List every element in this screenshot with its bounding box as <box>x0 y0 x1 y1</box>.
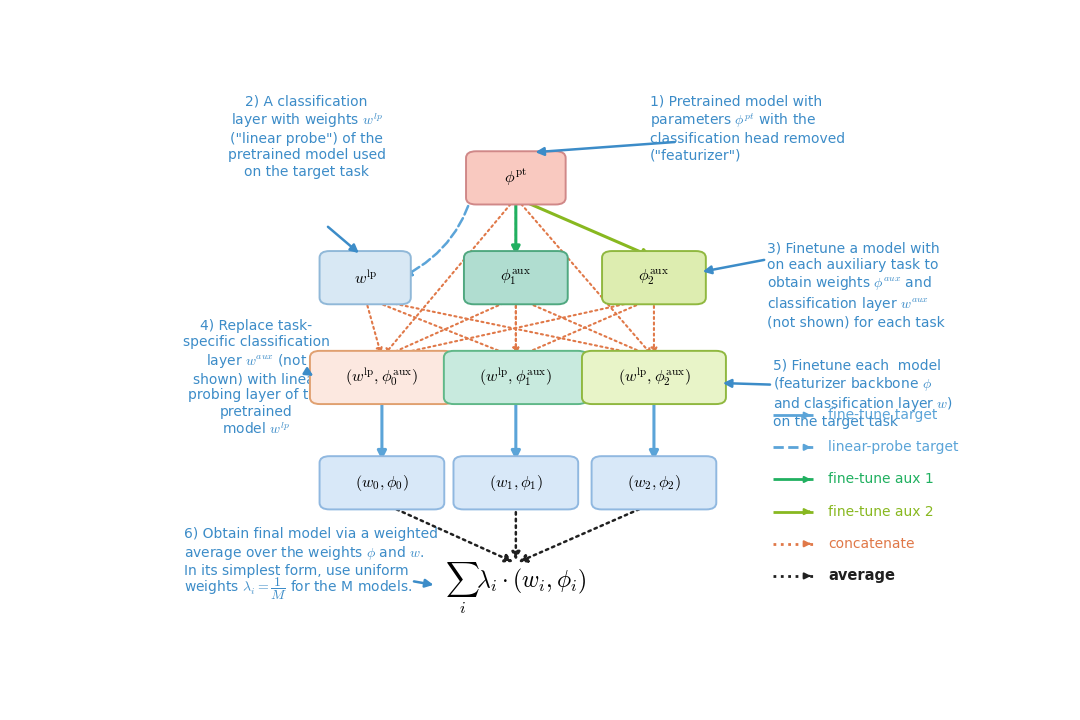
FancyBboxPatch shape <box>320 251 410 305</box>
Text: $\phi_1^\mathrm{aux}$: $\phi_1^\mathrm{aux}$ <box>500 268 531 287</box>
Text: fine-tune aux 2: fine-tune aux 2 <box>828 505 934 518</box>
Text: fine-tune aux 1: fine-tune aux 1 <box>828 472 934 487</box>
FancyBboxPatch shape <box>592 456 716 510</box>
Text: $(w^\mathrm{lp}, \phi_2^\mathrm{aux})$: $(w^\mathrm{lp}, \phi_2^\mathrm{aux})$ <box>618 366 690 388</box>
FancyBboxPatch shape <box>444 351 588 404</box>
Text: $(w^\mathrm{lp}, \phi_1^\mathrm{aux})$: $(w^\mathrm{lp}, \phi_1^\mathrm{aux})$ <box>480 366 552 388</box>
Text: 3) Finetune a model with
on each auxiliary task to
obtain weights $\phi^{aux}$ a: 3) Finetune a model with on each auxilia… <box>767 242 945 329</box>
Text: $\phi^\mathrm{pt}$: $\phi^\mathrm{pt}$ <box>504 168 527 188</box>
Text: $(w^\mathrm{lp}, \phi_0^\mathrm{aux})$: $(w^\mathrm{lp}, \phi_0^\mathrm{aux})$ <box>346 366 418 388</box>
FancyBboxPatch shape <box>310 351 454 404</box>
Text: fine-tune target: fine-tune target <box>828 408 937 422</box>
Text: 2) A classification
layer with weights $w^{lp}$
("linear probe") of the
pretrain: 2) A classification layer with weights $… <box>228 95 386 179</box>
Text: linear-probe target: linear-probe target <box>828 441 959 454</box>
Text: $\phi_2^\mathrm{aux}$: $\phi_2^\mathrm{aux}$ <box>638 268 670 287</box>
FancyBboxPatch shape <box>467 151 566 204</box>
FancyBboxPatch shape <box>320 456 444 510</box>
Text: $(w_1, \phi_1)$: $(w_1, \phi_1)$ <box>489 473 543 492</box>
FancyBboxPatch shape <box>464 251 568 305</box>
FancyBboxPatch shape <box>602 251 706 305</box>
Text: 6) Obtain final model via a weighted
average over the weights $\phi$ and $w$.
In: 6) Obtain final model via a weighted ave… <box>184 527 437 578</box>
Text: $w^\mathrm{lp}$: $w^\mathrm{lp}$ <box>353 269 377 287</box>
Text: $(w_0, \phi_0)$: $(w_0, \phi_0)$ <box>355 473 409 492</box>
Text: 1) Pretrained model with
parameters $\phi^{pt}$ with the
classification head rem: 1) Pretrained model with parameters $\ph… <box>650 95 845 163</box>
Text: $\sum_i \lambda_i \cdot (w_i, \phi_i)$: $\sum_i \lambda_i \cdot (w_i, \phi_i)$ <box>445 560 586 616</box>
Text: average: average <box>828 568 895 583</box>
Text: 4) Replace task-
specific classification
layer $w^{aux}$ (not
shown) with linear: 4) Replace task- specific classification… <box>183 319 329 437</box>
Text: weights $\lambda_i = \dfrac{1}{M}$ for the M models.: weights $\lambda_i = \dfrac{1}{M}$ for t… <box>184 575 411 602</box>
FancyBboxPatch shape <box>454 456 578 510</box>
FancyBboxPatch shape <box>582 351 726 404</box>
Text: 5) Finetune each  model
(featurizer backbone $\phi$
and classification layer $w$: 5) Finetune each model (featurizer backb… <box>773 358 953 429</box>
Text: concatenate: concatenate <box>828 537 915 551</box>
Text: $(w_2, \phi_2)$: $(w_2, \phi_2)$ <box>626 473 681 492</box>
